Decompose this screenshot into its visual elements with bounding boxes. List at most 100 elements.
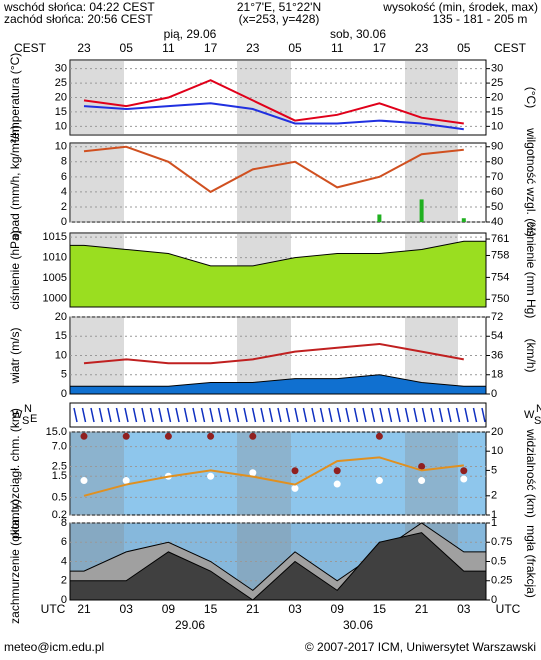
- y2-tick-label: 10: [491, 445, 503, 457]
- y-tick-label: 0.5: [52, 491, 67, 503]
- y2-tick-label: 80: [491, 156, 503, 168]
- compass: N: [24, 403, 32, 415]
- wind-arrow: [455, 407, 461, 423]
- y-tick-label: 30: [55, 63, 67, 75]
- y-tick-label: 8: [61, 156, 67, 168]
- bar: [461, 218, 466, 222]
- cest-tick: 05: [457, 41, 471, 55]
- panel-bg: [69, 431, 487, 516]
- y-tick-label: 15: [55, 330, 67, 342]
- compass: N: [536, 403, 541, 415]
- compass: S: [22, 415, 29, 427]
- wind-arrow: [226, 407, 231, 423]
- y-tick-label: 15.0: [46, 426, 67, 438]
- wind-arrow: [234, 407, 240, 423]
- wind-arrow: [328, 407, 333, 423]
- wind-arrow: [209, 407, 214, 423]
- wind-arrow: [404, 407, 410, 423]
- wind-arrow: [166, 407, 172, 423]
- y2-tick-label: 761: [491, 233, 509, 245]
- cest-label: CEST: [14, 41, 47, 55]
- wind-arrow: [243, 407, 248, 423]
- dot: [291, 467, 299, 475]
- y2-axis-title: wilgotność wzgl. (%): [524, 127, 538, 237]
- y-tick-label: 1010: [43, 252, 67, 264]
- y-tick-label: 10: [55, 141, 67, 153]
- compass: W: [524, 409, 535, 421]
- bar: [419, 199, 424, 222]
- y2-axis-title: mgła (frakcja): [524, 525, 538, 598]
- y2-tick-label: 36: [491, 349, 503, 361]
- y2-tick-label: 30: [491, 63, 503, 75]
- dot: [418, 462, 426, 470]
- utc-label: UTC: [41, 602, 66, 616]
- series-line: [83, 342, 464, 365]
- y-tick-label: 0.2: [52, 509, 67, 521]
- series-line: [83, 102, 464, 131]
- night-band: [237, 143, 291, 222]
- utc-tick: 03: [457, 602, 471, 616]
- cest-tick: 23: [246, 41, 260, 55]
- y2-tick-label: 758: [491, 249, 509, 261]
- bar: [377, 214, 382, 222]
- wind-arrow: [217, 407, 223, 423]
- y2-tick-label: 750: [491, 293, 509, 305]
- dot: [418, 477, 426, 485]
- cest-tick: 17: [204, 41, 218, 55]
- y-tick-label: 2: [61, 575, 67, 587]
- y-tick-label: 0: [61, 594, 67, 606]
- cest-tick: 11: [331, 41, 344, 55]
- series-line: [83, 456, 464, 497]
- y2-tick-label: 54: [491, 330, 503, 342]
- wind-arrow: [353, 407, 359, 423]
- wind-arrow: [421, 407, 427, 423]
- wind-arrow: [98, 407, 104, 423]
- wind-arrow: [396, 407, 401, 423]
- wind-arrow: [200, 407, 206, 423]
- compass: S: [534, 415, 541, 427]
- dot: [375, 477, 383, 485]
- utc-tick: 15: [373, 602, 387, 616]
- dot: [333, 480, 341, 488]
- y-tick-label: 2.5: [52, 460, 67, 472]
- y2-tick-label: 60: [491, 186, 503, 198]
- y-axis-title: temperatura (°C): [8, 53, 22, 143]
- y2-tick-label: 50: [491, 201, 503, 213]
- utc-label: UTC: [496, 602, 521, 616]
- wind-arrow: [115, 407, 121, 423]
- y-tick-label: 1000: [43, 293, 67, 305]
- y2-tick-label: 0.75: [491, 536, 512, 548]
- wind-arrow: [370, 407, 376, 423]
- wind-arrow: [158, 407, 163, 423]
- y-tick-label: 5: [61, 369, 67, 381]
- coords: 21°7'E, 51°22'N: [237, 0, 321, 14]
- utc-tick: 21: [77, 602, 91, 616]
- y2-tick-label: 18: [491, 369, 503, 381]
- cest-tick: 23: [77, 41, 91, 55]
- cest-label: CEST: [494, 41, 527, 55]
- y-tick-label: 2: [61, 201, 67, 213]
- altitude: 135 - 181 - 205 m: [433, 12, 528, 26]
- dot: [375, 432, 383, 440]
- wind-arrow: [302, 407, 308, 423]
- wind-arrow: [149, 407, 155, 423]
- wind-arrow: [362, 407, 367, 423]
- y2-tick-label: 70: [491, 171, 503, 183]
- utc-tick: 21: [415, 602, 429, 616]
- wind-arrow: [124, 407, 129, 423]
- y2-tick-label: 754: [491, 271, 509, 283]
- sunset: zachód słońca: 20:56 CEST: [4, 12, 153, 26]
- dot: [291, 484, 299, 492]
- y2-axis-title: (°C): [524, 87, 538, 108]
- y2-tick-label: 2: [491, 490, 497, 502]
- wind-arrow: [319, 407, 325, 423]
- y-tick-label: 6: [61, 536, 67, 548]
- wind-arrow: [447, 407, 452, 423]
- dot: [122, 432, 130, 440]
- y-tick-label: 4: [61, 186, 67, 198]
- y-tick-label: 10: [55, 349, 67, 361]
- wind-arrow: [387, 407, 393, 423]
- dot: [122, 477, 130, 485]
- night-band: [405, 432, 458, 515]
